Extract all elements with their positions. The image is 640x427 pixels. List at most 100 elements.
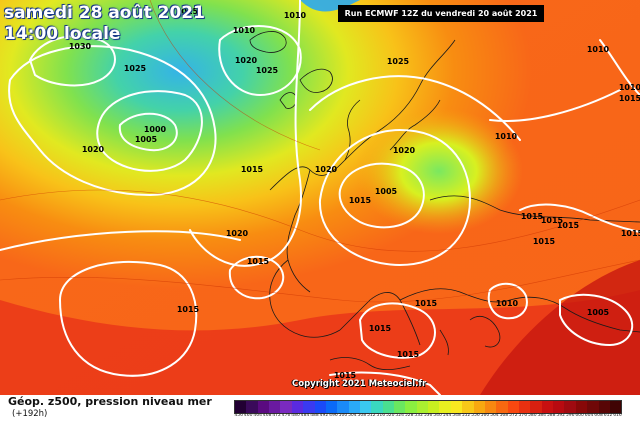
isobar-label: 1015 [621, 229, 640, 238]
isobar-labels: 1030102510001005102010101020102510101015… [69, 7, 640, 380]
color-scale-labels: 456 460 464 468 472 476 480 484 488 492 496 500 504 5… [234, 413, 622, 418]
isobar-label: 1005 [135, 135, 158, 144]
scale-swatch [564, 401, 576, 413]
coastlines [249, 31, 640, 371]
scale-swatch [518, 401, 531, 413]
scale-swatch [496, 401, 508, 413]
copyright-text: Copyright 2021 Meteociel.fr [292, 379, 427, 389]
southeast-heat-field [480, 260, 640, 395]
scale-label: 456 [234, 413, 244, 418]
scale-label: 576 [518, 413, 528, 418]
scale-label: 536 [423, 413, 433, 418]
scale-swatch [291, 401, 304, 413]
scale-label: 568 [499, 413, 509, 418]
isobar-label: 1010 [619, 83, 640, 92]
scale-swatch [450, 401, 463, 413]
legend-subtitle: (+192h) [12, 409, 48, 419]
scale-swatch [246, 401, 258, 413]
scale-label: 604 [584, 413, 594, 418]
forecast-time: 14:00 locale [4, 24, 121, 44]
scale-label: 612 [603, 413, 613, 418]
scale-label: 584 [537, 413, 547, 418]
scale-label: 556 [471, 413, 480, 418]
isobar-label: 1000 [144, 125, 167, 134]
scale-label: 540 [433, 413, 442, 418]
scale-label: 492 [319, 413, 329, 418]
scale-swatch [257, 401, 270, 413]
scale-swatch [530, 401, 542, 413]
scale-label: 564 [490, 413, 499, 418]
scale-label: 572 [509, 413, 518, 418]
scale-label: 504 [348, 413, 357, 418]
scale-swatch [359, 401, 372, 413]
scale-label: 468 [262, 413, 272, 418]
scale-swatch [405, 401, 417, 413]
scale-label: 608 [594, 413, 603, 418]
scale-swatch [235, 401, 247, 413]
scale-swatch [439, 401, 451, 413]
scale-label: 616 [613, 413, 622, 418]
isobar-label: 1020 [393, 146, 416, 155]
scale-label: 480 [291, 413, 300, 418]
isobar-label: 1015 [541, 216, 564, 225]
scale-label: 548 [452, 413, 461, 418]
isobar-label: 1020 [226, 229, 249, 238]
scale-label: 544 [442, 413, 452, 418]
scale-label: 476 [281, 413, 291, 418]
scale-swatch [609, 401, 622, 413]
isobar-label: 1005 [375, 187, 398, 196]
scale-swatch [587, 401, 599, 413]
scale-swatch [484, 401, 497, 413]
color-scale [234, 400, 622, 414]
scale-label: 552 [461, 413, 471, 418]
isobar-label: 1015 [397, 350, 420, 359]
scale-swatch [371, 401, 383, 413]
scale-label: 520 [385, 413, 395, 418]
scale-swatch [314, 401, 326, 413]
scale-swatch [269, 401, 281, 413]
scale-swatch [337, 401, 349, 413]
isobar-label: 1015 [247, 257, 270, 266]
north-cold-field [300, 0, 360, 12]
scale-label: 496 [329, 413, 338, 418]
scale-swatch [325, 401, 338, 413]
legend-title: Géop. z500, pression niveau mer [8, 395, 212, 408]
scale-label: 472 [272, 413, 281, 418]
scale-label: 460 [243, 413, 253, 418]
scale-label: 500 [338, 413, 348, 418]
isobar-label: 1015 [369, 324, 392, 333]
forecast-date: samedi 28 août 2021 [4, 3, 205, 23]
scale-swatch [598, 401, 610, 413]
scale-swatch [462, 401, 474, 413]
isobar-label: 1015 [521, 212, 544, 221]
isobar-label: 1015 [241, 165, 264, 174]
isobar-label: 1015 [349, 196, 372, 205]
isobar-label: 1025 [387, 57, 410, 66]
isobar-label: 1010 [496, 299, 519, 308]
scale-swatch [394, 401, 406, 413]
scale-label: 516 [376, 413, 386, 418]
isobar-label: 1015 [533, 237, 556, 246]
isobar-label: 1010 [233, 26, 256, 35]
isobar-label: 1010 [587, 45, 610, 54]
isobar-label: 1015 [415, 299, 438, 308]
isobar-label: 1005 [587, 308, 610, 317]
scale-label: 524 [395, 413, 404, 418]
scale-label: 488 [310, 413, 319, 418]
scale-label: 596 [565, 413, 575, 418]
isobar-label: 1020 [235, 56, 258, 65]
isobar-label: 1025 [256, 66, 279, 75]
isobar-label: 1015 [619, 94, 640, 103]
scale-label: 464 [253, 413, 262, 418]
scale-label: 600 [575, 413, 584, 418]
isobar-label: 1015 [176, 7, 199, 16]
scale-swatch [507, 401, 519, 413]
scale-label: 560 [480, 413, 490, 418]
scale-swatch [575, 401, 588, 413]
isobar-label: 1015 [334, 371, 357, 380]
isobar-label: 1015 [557, 221, 580, 230]
scale-swatch [348, 401, 360, 413]
scale-label: 508 [357, 413, 367, 418]
isobar-label: 1010 [284, 11, 307, 20]
